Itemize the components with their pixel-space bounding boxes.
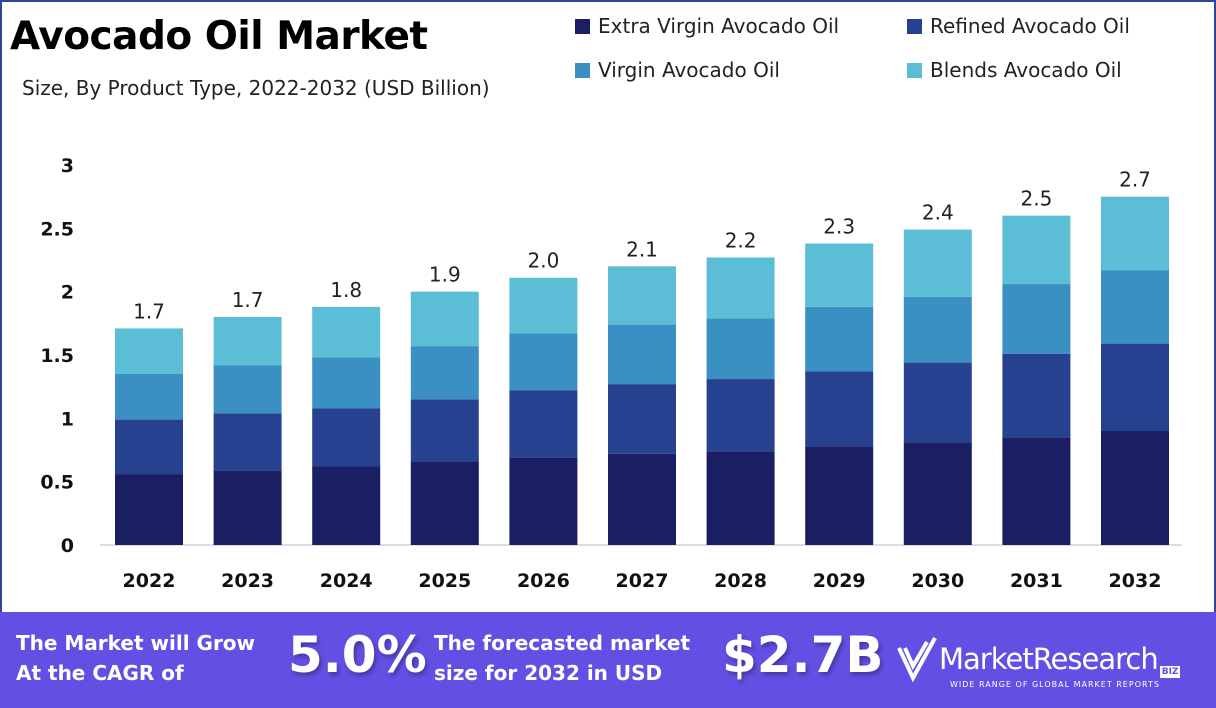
total-label: 2.1 — [626, 237, 658, 261]
bar-segment — [213, 413, 282, 471]
bar-segment — [706, 318, 775, 380]
bar-segment — [115, 374, 183, 420]
legend-swatch — [907, 18, 922, 34]
legend-item-refined: Refined Avocado Oil — [907, 14, 1130, 38]
x-tick-label: 2030 — [911, 570, 964, 592]
bar-segment — [805, 446, 874, 545]
legend-item-extra-virgin: Extra Virgin Avocado Oil — [575, 14, 839, 38]
bar-segment — [1101, 196, 1169, 271]
bar-segment — [115, 474, 183, 545]
y-tick-label: 1.5 — [40, 345, 74, 367]
x-tick-label: 2022 — [123, 570, 176, 592]
bar-segment — [509, 390, 578, 458]
bar-segment — [312, 466, 381, 545]
bar-segment — [1002, 284, 1071, 354]
bar-segment — [1002, 215, 1071, 285]
total-label: 2.0 — [527, 249, 559, 273]
total-label: 1.9 — [429, 263, 461, 287]
marketresearch-logo: MarketResearch BIZ — [895, 634, 1181, 684]
bar-segment — [312, 408, 381, 467]
y-tick-label: 0.5 — [40, 472, 74, 494]
forecast-value: $2.7B — [722, 626, 884, 684]
bar-segment — [115, 328, 183, 374]
y-tick-label: 2.5 — [40, 218, 74, 240]
forecast-text: The forecasted market size for 2032 in U… — [434, 631, 691, 685]
bar-segment — [312, 357, 381, 409]
bar-segment — [1101, 431, 1169, 545]
bar-segment — [805, 371, 874, 447]
chart-subtitle: Size, By Product Type, 2022-2032 (USD Bi… — [22, 76, 490, 100]
x-tick-label: 2025 — [418, 570, 471, 592]
chart-plot: 0 0.5 1 1.5 2 2.5 3 1.7 2022 1.7 2023 1.8 2024 1.9 202… — [40, 155, 1182, 592]
bar-segment — [903, 442, 972, 545]
bar-segment — [608, 384, 676, 454]
legend-swatch — [575, 62, 590, 78]
logo-check-icon — [897, 637, 937, 683]
bar-segment — [903, 296, 972, 363]
bar-segment — [509, 333, 578, 391]
bar-segment — [706, 379, 775, 452]
bar-segment — [706, 451, 775, 545]
cagr-text: The Market will Grow At the CAGR of — [16, 631, 256, 685]
total-label: 2.5 — [1020, 187, 1052, 211]
bar-segment — [410, 346, 479, 400]
bar-segment — [213, 365, 282, 414]
bar-segment — [312, 306, 381, 358]
y-tick-label: 1 — [61, 408, 74, 430]
y-tick-label: 3 — [61, 155, 74, 177]
x-tick-label: 2027 — [616, 570, 669, 592]
bar-segment — [1002, 437, 1071, 545]
x-tick-label: 2029 — [813, 570, 866, 592]
chart-title: Avocado Oil Market — [10, 14, 428, 59]
bar-segment — [410, 291, 479, 347]
total-label: 2.3 — [823, 215, 855, 239]
legend-label: Blends Avocado Oil — [930, 58, 1122, 82]
bar-segment — [903, 362, 972, 443]
bar-segment — [608, 453, 676, 545]
total-label: 1.7 — [133, 299, 165, 323]
legend-label: Extra Virgin Avocado Oil — [598, 14, 840, 38]
x-tick-label: 2024 — [320, 570, 373, 592]
x-tick-label: 2031 — [1010, 570, 1063, 592]
logo-badge: BIZ — [1159, 666, 1181, 678]
bar-segment — [805, 306, 874, 372]
legend-item-blends: Blends Avocado Oil — [907, 58, 1122, 82]
legend-swatch — [575, 18, 590, 34]
chart-frame — [0, 0, 1216, 612]
y-tick-label: 0 — [61, 535, 74, 557]
bar-segment — [1002, 353, 1071, 438]
bar-segment — [115, 419, 183, 475]
legend-swatch — [907, 62, 922, 78]
total-label: 1.8 — [330, 278, 362, 302]
cagr-value: 5.0% — [288, 626, 427, 684]
bar-segment — [1101, 343, 1169, 431]
bar-segment — [608, 266, 676, 325]
x-tick-label: 2028 — [714, 570, 767, 592]
x-tick-label: 2032 — [1109, 570, 1162, 592]
bar-segment — [213, 470, 282, 545]
total-label: 1.7 — [232, 288, 264, 312]
bar-segment — [1101, 270, 1169, 344]
bar-segment — [410, 399, 479, 462]
total-label: 2.7 — [1119, 168, 1151, 192]
legend-label: Virgin Avocado Oil — [598, 58, 780, 82]
logo-text: MarketResearch — [939, 642, 1159, 676]
bar-segment — [608, 324, 676, 385]
y-tick-label: 2 — [61, 282, 74, 304]
bar-segment — [509, 457, 578, 545]
footer-banner: The Market will Grow At the CAGR of 5.0%… — [0, 612, 1216, 708]
bar-segment — [410, 461, 479, 545]
bar-segment — [805, 243, 874, 307]
x-tick-label: 2026 — [517, 570, 570, 592]
x-tick-label: 2023 — [221, 570, 274, 592]
logo-tagline: WIDE RANGE OF GLOBAL MARKET REPORTS — [950, 680, 1160, 689]
legend-item-virgin: Virgin Avocado Oil — [575, 58, 780, 82]
total-label: 2.2 — [725, 228, 757, 252]
bar-segment — [903, 229, 972, 297]
bar-segment — [706, 257, 775, 319]
bar-segment — [509, 277, 578, 334]
legend-label: Refined Avocado Oil — [930, 14, 1130, 38]
bar-segment — [213, 317, 282, 366]
total-label: 2.4 — [922, 201, 954, 225]
